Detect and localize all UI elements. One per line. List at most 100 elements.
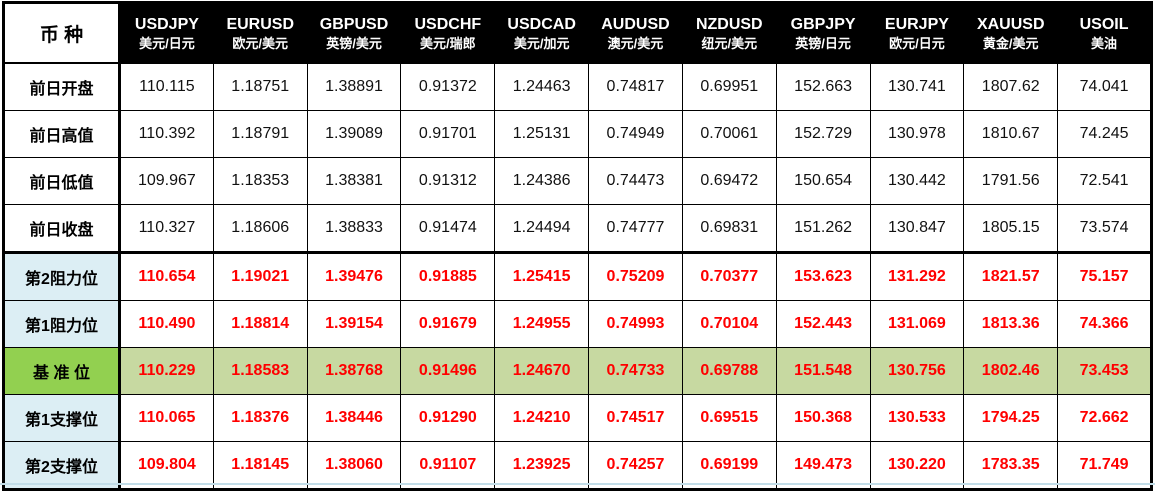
col-header-GBPJPY: GBPJPY 英镑/日元: [775, 2, 871, 64]
cell-USDCAD: 1.25131: [494, 110, 590, 158]
col-header-USDJPY: USDJPY 美元/日元: [119, 2, 214, 64]
table-row-prev-2: 前日低值 109.967 1.18353 1.38381 0.91312 1.24386 0…: [3, 157, 1152, 205]
cell-EURJPY: 131.292: [869, 251, 965, 301]
cell-NZDUSD: 0.70377: [681, 251, 777, 301]
cell-EURUSD: 1.18791: [212, 110, 308, 158]
pair-chinese-name: 欧元/日元: [889, 35, 945, 51]
cell-EURJPY: 130.756: [869, 347, 965, 395]
cell-USDCAD: 1.24494: [494, 204, 590, 253]
cell-AUDUSD: 0.74733: [588, 347, 683, 395]
col-header-EURUSD: EURUSD 欧元/美元: [212, 2, 308, 64]
table-row-prev-0: 前日开盘 110.115 1.18751 1.38891 0.91372 1.24463 0…: [3, 62, 1152, 111]
cell-GBPUSD: 1.39089: [306, 110, 402, 158]
pair-code: XAUUSD: [976, 16, 1045, 34]
cell-EURUSD: 1.18583: [212, 347, 308, 395]
row-label: 基 准 位: [3, 347, 121, 395]
row-label: 第2阻力位: [3, 251, 121, 301]
cell-USDCAD: 1.24670: [494, 347, 590, 395]
cell-GBPUSD: 1.38446: [306, 394, 402, 442]
cell-USDCAD: 1.25415: [494, 251, 590, 301]
cell-XAUUSD: 1813.36: [963, 300, 1059, 348]
pair-code: EURJPY: [884, 16, 949, 34]
col-header-USDCAD: USDCAD 美元/加元: [494, 2, 590, 64]
cell-EURJPY: 130.741: [869, 62, 965, 111]
cell-AUDUSD: 0.74777: [588, 204, 683, 253]
cell-EURUSD: 1.18751: [212, 62, 308, 111]
row-label: 前日开盘: [3, 62, 121, 111]
bottom-edge-line: [0, 483, 1155, 485]
cell-USDJPY: 110.490: [119, 300, 214, 348]
cell-USDJPY: 110.654: [119, 251, 214, 301]
col-header-NZDUSD: NZDUSD 纽元/美元: [681, 2, 777, 64]
cell-USDJPY: 110.327: [119, 204, 214, 253]
cell-XAUUSD: 1802.46: [963, 347, 1059, 395]
cell-GBPUSD: 1.38833: [306, 204, 402, 253]
cell-USDCHF: 0.91290: [400, 394, 496, 442]
table-row-prev-3: 前日收盘 110.327 1.18606 1.38833 0.91474 1.24494 0…: [3, 204, 1152, 253]
pair-code: NZDUSD: [695, 16, 763, 34]
pair-chinese-name: 黄金/美元: [982, 35, 1039, 51]
cell-USDCAD: 1.24955: [494, 300, 590, 348]
cell-USDCAD: 1.24386: [494, 157, 590, 205]
table-row-level-7: 第1支撑位 110.065 1.18376 1.38446 0.91290 1.24210…: [3, 394, 1152, 442]
cell-USDJPY: 109.804: [119, 441, 214, 490]
pair-chinese-name: 美元/瑞郎: [420, 35, 476, 51]
cell-GBPJPY: 150.654: [775, 157, 871, 205]
cell-USDCHF: 0.91107: [400, 441, 496, 490]
cell-AUDUSD: 0.74949: [588, 110, 683, 158]
col-header-AUDUSD: AUDUSD 澳元/美元: [588, 2, 683, 64]
col-header-XAUUSD: XAUUSD 黄金/美元: [963, 2, 1059, 64]
cell-XAUUSD: 1810.67: [963, 110, 1059, 158]
cell-USDCHF: 0.91312: [400, 157, 496, 205]
cell-USDCHF: 0.91474: [400, 204, 496, 253]
pair-chinese-name: 美元/加元: [513, 35, 570, 51]
cell-EURJPY: 131.069: [869, 300, 965, 348]
cell-XAUUSD: 1794.25: [963, 394, 1059, 442]
cell-EURUSD: 1.18814: [212, 300, 308, 348]
cell-EURJPY: 130.533: [869, 394, 965, 442]
cell-USDJPY: 109.967: [119, 157, 214, 205]
cell-NZDUSD: 0.70104: [681, 300, 777, 348]
cell-USOIL: 75.157: [1057, 251, 1152, 301]
cell-XAUUSD: 1821.57: [963, 251, 1059, 301]
pair-code: AUDUSD: [601, 16, 670, 34]
cell-GBPJPY: 151.262: [775, 204, 871, 253]
cell-USDJPY: 110.065: [119, 394, 214, 442]
pair-code: GBPJPY: [790, 16, 856, 34]
corner-header-currency-type: 币 种: [3, 2, 121, 64]
pair-chinese-name: 欧元/美元: [232, 35, 289, 51]
col-header-GBPUSD: GBPUSD 英镑/美元: [306, 2, 402, 64]
cell-USOIL: 74.041: [1057, 62, 1152, 111]
cell-NZDUSD: 0.69951: [681, 62, 777, 111]
row-label: 第1阻力位: [3, 300, 121, 348]
cell-AUDUSD: 0.75209: [588, 251, 683, 301]
pair-chinese-name: 美油: [1091, 35, 1118, 51]
pair-chinese-name: 美元/日元: [139, 35, 195, 51]
cell-NZDUSD: 0.70061: [681, 110, 777, 158]
cell-GBPJPY: 153.623: [775, 251, 871, 301]
cell-USOIL: 72.662: [1057, 394, 1152, 442]
cell-AUDUSD: 0.74257: [588, 441, 683, 490]
cell-USOIL: 73.453: [1057, 347, 1152, 395]
cell-USOIL: 74.245: [1057, 110, 1152, 158]
cell-USOIL: 71.749: [1057, 441, 1152, 490]
row-label: 第2支撑位: [3, 441, 121, 490]
cell-EURUSD: 1.18145: [212, 441, 308, 490]
col-header-EURJPY: EURJPY 欧元/日元: [869, 2, 965, 64]
row-label: 第1支撑位: [3, 394, 121, 442]
pair-chinese-name: 纽元/美元: [701, 35, 758, 51]
cell-EURJPY: 130.978: [869, 110, 965, 158]
cell-USDCHF: 0.91885: [400, 251, 496, 301]
table-row-prev-1: 前日高值 110.392 1.18791 1.39089 0.91701 1.25131 0…: [3, 110, 1152, 158]
cell-USDCHF: 0.91496: [400, 347, 496, 395]
col-header-USDCHF: USDCHF 美元/瑞郎: [400, 2, 496, 64]
pair-code: EURUSD: [226, 16, 294, 34]
table-row-pivot-6: 基 准 位 110.229 1.18583 1.38768 0.91496 1.24670…: [3, 347, 1152, 395]
cell-EURJPY: 130.847: [869, 204, 965, 253]
pair-chinese-name: 澳元/美元: [607, 35, 664, 51]
row-label: 前日低值: [3, 157, 121, 205]
cell-NZDUSD: 0.69515: [681, 394, 777, 442]
cell-GBPJPY: 152.663: [775, 62, 871, 111]
